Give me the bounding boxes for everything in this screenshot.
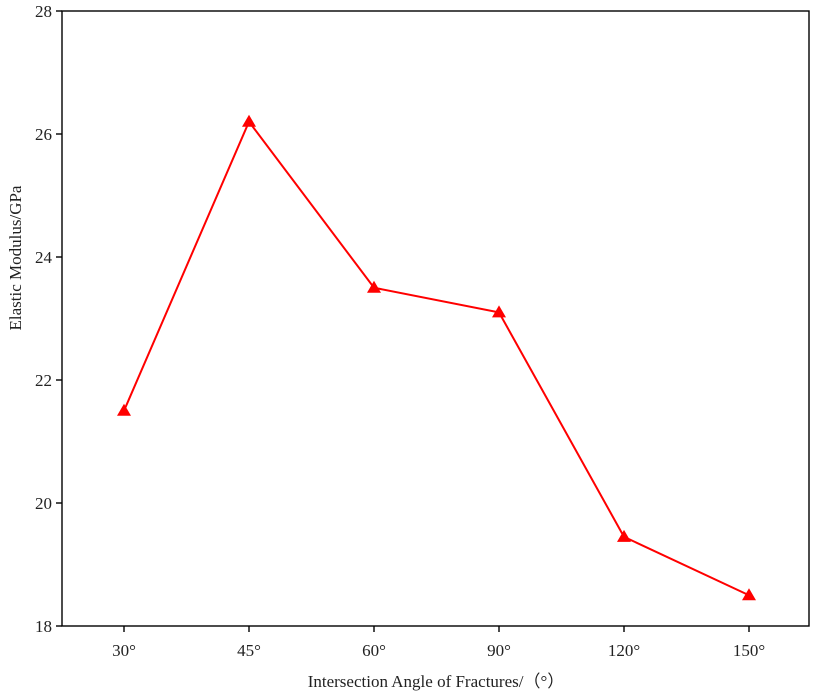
plot-area: 18 20 22 24 26 28 30° 45° 60° 90° 120° 150° — [35, 2, 810, 660]
x-tick-label: 30° — [112, 641, 136, 660]
y-tick-label: 24 — [35, 248, 53, 267]
data-point-triangle — [242, 114, 256, 127]
x-tick-label: 120° — [608, 641, 640, 660]
x-tick-label: 60° — [362, 641, 386, 660]
data-point-triangle — [367, 280, 381, 293]
series-line — [123, 119, 750, 597]
x-tick-label: 150° — [733, 641, 765, 660]
y-tick-label: 20 — [35, 494, 52, 513]
y-axis-title: Elastic Modulus/GPa — [6, 185, 25, 330]
y-tick-label: 28 — [35, 2, 52, 21]
y-tick-label: 22 — [35, 371, 52, 390]
data-point-triangle — [742, 588, 756, 601]
plot-frame — [61, 10, 810, 627]
x-tick-label: 45° — [237, 641, 261, 660]
y-tick-label: 26 — [35, 125, 52, 144]
data-point-triangle — [492, 305, 506, 318]
data-point-triangle — [617, 529, 631, 542]
y-tick-label: 18 — [35, 617, 52, 636]
data-point-triangle — [117, 403, 131, 416]
x-tick-label: 90° — [487, 641, 511, 660]
x-axis-title: Intersection Angle of Fractures/（°） — [308, 672, 565, 691]
